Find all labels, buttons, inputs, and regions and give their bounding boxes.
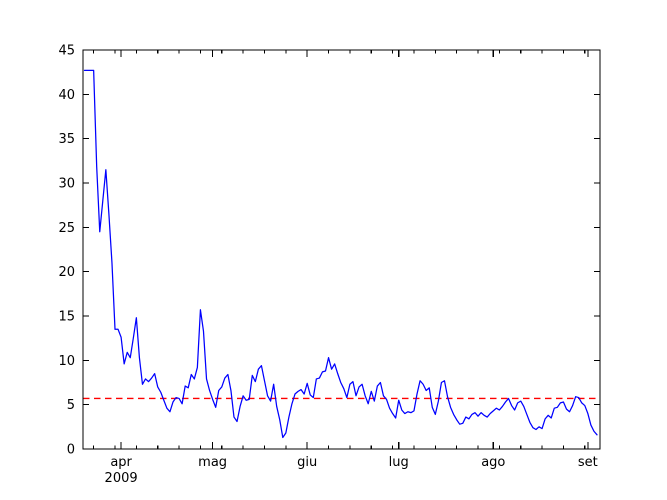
y-tick-label-0: 0: [67, 443, 75, 458]
x-tick-label-giu: giu: [297, 455, 317, 470]
y-tick-label-5: 5: [67, 398, 75, 413]
x-tick-label-apr: apr: [110, 455, 132, 470]
x-tick-label-lug: lug: [389, 455, 409, 470]
y-tick-label-15: 15: [58, 310, 75, 325]
x-tick-label-ago: ago: [481, 455, 505, 470]
y-tick-label-40: 40: [58, 88, 75, 103]
y-tick-label-30: 30: [58, 177, 75, 192]
x-tick-label-mag: mag: [198, 455, 227, 470]
x-year-label: 2009: [105, 471, 138, 486]
data-series-line: [83, 69, 598, 439]
y-tick-label-45: 45: [58, 44, 75, 59]
x-tick-label-set: set: [578, 455, 598, 470]
y-tick-label-10: 10: [58, 354, 75, 369]
y-tick-label-25: 25: [58, 221, 75, 236]
y-tick-label-20: 20: [58, 265, 75, 280]
plot-border: [82, 49, 601, 450]
y-tick-label-35: 35: [58, 132, 75, 147]
